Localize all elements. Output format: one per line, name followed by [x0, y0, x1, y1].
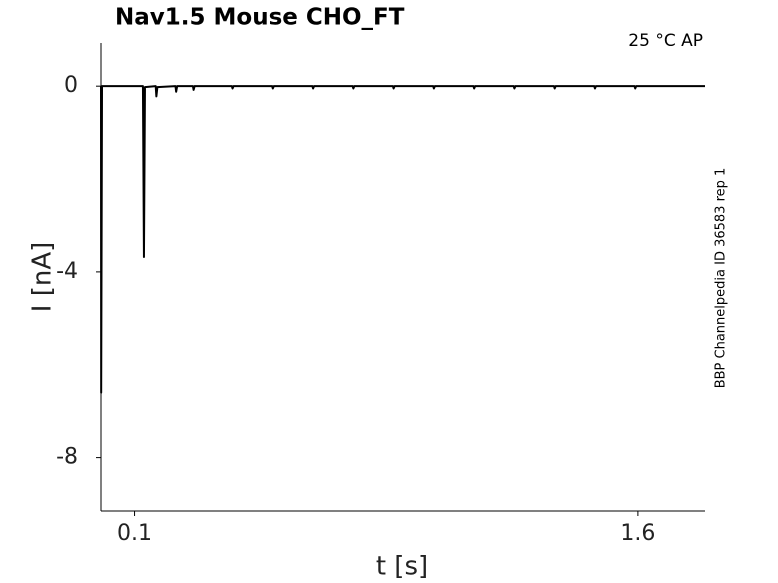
side-note: BBP Channelpedia ID 36583 rep 1	[714, 168, 729, 389]
y-tick-label: 0	[64, 73, 78, 98]
y-tick-label: -8	[56, 445, 78, 470]
chart-title: Nav1.5 Mouse CHO_FT	[115, 5, 405, 31]
y-axis-label: I [nA]	[28, 242, 58, 312]
x-axis-label: t [s]	[376, 552, 428, 582]
x-tick-label: 0.1	[117, 521, 152, 546]
x-tick-label: 1.6	[620, 521, 655, 546]
trace	[100, 85, 705, 394]
annotation: 25 °C AP	[628, 31, 703, 51]
y-tick-label: -4	[56, 259, 78, 284]
